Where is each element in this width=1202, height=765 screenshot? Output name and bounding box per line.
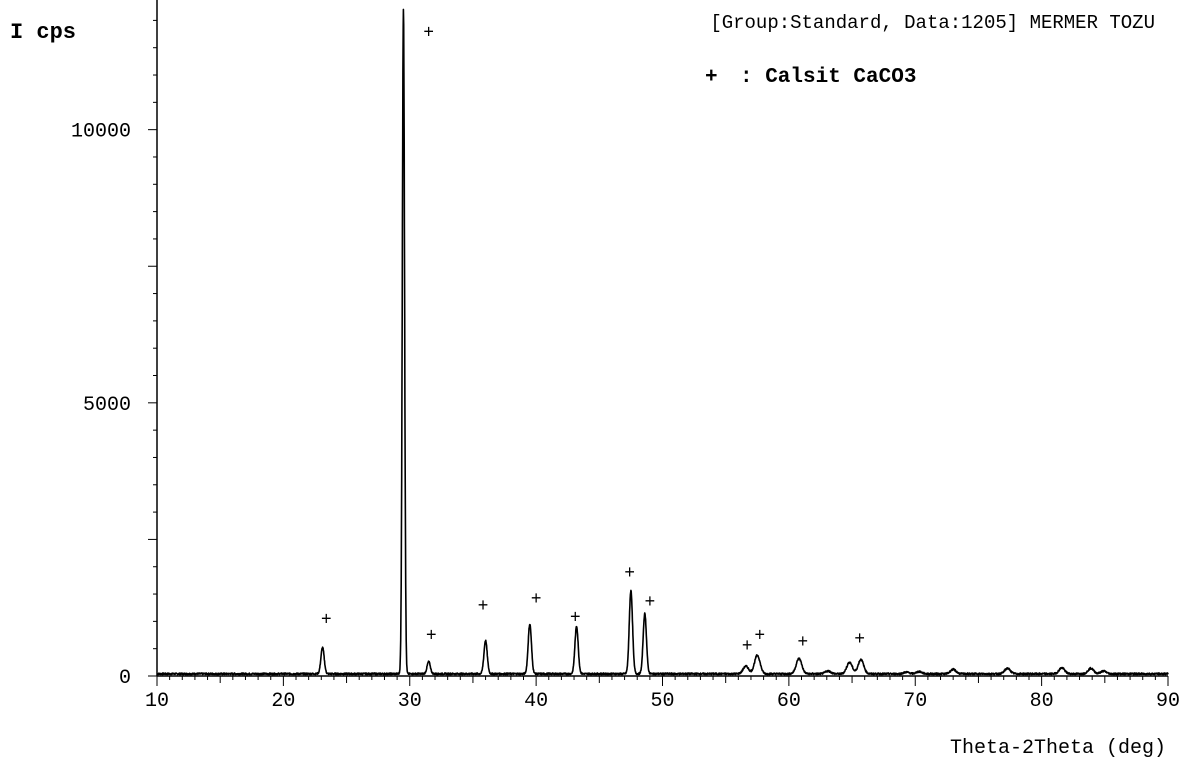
x-axis-label: Theta-2Theta (deg): [950, 737, 1166, 760]
x-tick-label: 50: [650, 690, 674, 713]
legend-label: : Calsit CaCO3: [740, 66, 916, 89]
peak-marker: +: [624, 564, 635, 584]
legend-marker: +: [705, 66, 718, 89]
x-tick-label: 20: [271, 690, 295, 713]
y-tick-label: 10000: [71, 121, 131, 144]
peak-marker: +: [423, 23, 434, 43]
y-tick-label: 0: [119, 667, 131, 690]
peak-marker: +: [426, 626, 437, 646]
peak-marker: +: [742, 637, 753, 657]
x-tick-label: 10: [145, 690, 169, 713]
peak-marker: +: [854, 630, 865, 650]
peak-marker: +: [754, 626, 765, 646]
axes: [156, 0, 1168, 677]
x-tick-label: 60: [777, 690, 801, 713]
x-tick-label: 80: [1030, 690, 1054, 713]
tick-labels: 10 20 30 40 50 60 70 80 90 0 5000 10000: [71, 121, 1180, 713]
peak-marker: +: [644, 593, 655, 613]
x-tick-label: 70: [903, 690, 927, 713]
x-tick-label: 90: [1156, 690, 1180, 713]
series-line-calsit: [156, 8, 1169, 676]
chart-title: [Group:Standard, Data:1205] MERMER TOZU: [710, 12, 1155, 34]
y-axis-label: I cps: [10, 20, 76, 45]
x-tick-label: 30: [398, 690, 422, 713]
peak-marker: +: [321, 611, 332, 631]
peak-marker: +: [570, 608, 581, 628]
peak-marker: +: [478, 597, 489, 617]
x-tick-label: 40: [524, 690, 548, 713]
peak-marker: +: [531, 590, 542, 610]
peak-markers: ++++ ++++++ + +: [321, 23, 865, 657]
peak-marker: +: [797, 633, 808, 653]
tick-marks: [148, 19, 1169, 686]
y-tick-label: 5000: [83, 394, 131, 417]
